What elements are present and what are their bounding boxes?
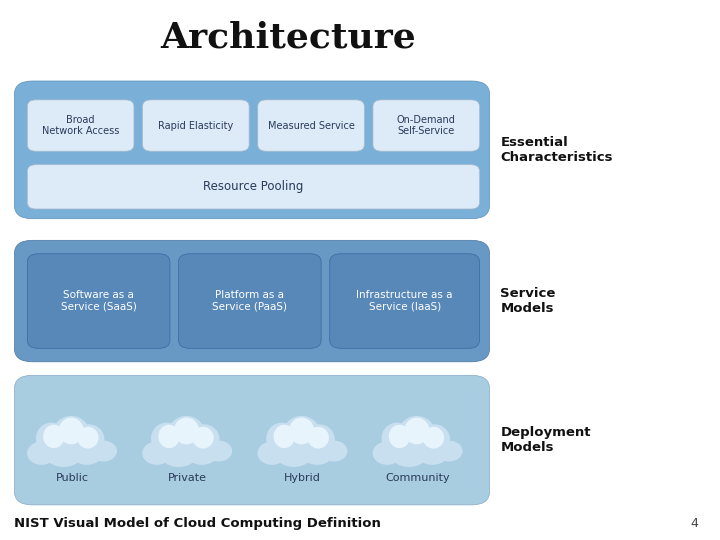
Text: Software as a
Service (SaaS): Software as a Service (SaaS) (60, 291, 137, 312)
Ellipse shape (36, 423, 67, 455)
FancyBboxPatch shape (14, 375, 490, 505)
Text: Resource Pooling: Resource Pooling (203, 180, 304, 193)
Ellipse shape (143, 441, 171, 465)
FancyBboxPatch shape (179, 254, 321, 348)
Ellipse shape (161, 442, 197, 467)
Ellipse shape (373, 441, 402, 465)
Ellipse shape (320, 441, 348, 462)
Text: Private: Private (168, 473, 207, 483)
Ellipse shape (186, 441, 218, 465)
FancyBboxPatch shape (330, 254, 480, 348)
Text: Essential
Characteristics: Essential Characteristics (500, 136, 613, 164)
FancyBboxPatch shape (14, 81, 490, 219)
FancyBboxPatch shape (27, 165, 480, 209)
Ellipse shape (382, 423, 413, 455)
Ellipse shape (391, 442, 428, 467)
Text: Infrastructure as a
Service (IaaS): Infrastructure as a Service (IaaS) (356, 291, 453, 312)
Text: Public: Public (55, 473, 89, 483)
Text: Hybrid: Hybrid (284, 473, 321, 483)
Ellipse shape (158, 424, 180, 448)
Text: Broad
Network Access: Broad Network Access (42, 115, 120, 137)
Ellipse shape (58, 417, 84, 444)
FancyBboxPatch shape (373, 100, 480, 151)
Ellipse shape (289, 417, 314, 444)
Text: Deployment
Models: Deployment Models (500, 426, 591, 454)
FancyBboxPatch shape (27, 254, 170, 348)
Ellipse shape (307, 427, 329, 449)
Ellipse shape (274, 424, 295, 448)
Ellipse shape (283, 416, 320, 451)
FancyBboxPatch shape (14, 240, 490, 362)
Ellipse shape (73, 424, 104, 455)
Text: 4: 4 (690, 517, 698, 530)
Ellipse shape (43, 424, 65, 448)
Ellipse shape (27, 441, 56, 465)
Ellipse shape (436, 441, 462, 462)
Ellipse shape (258, 441, 287, 465)
Ellipse shape (192, 427, 214, 449)
Text: Measured Service: Measured Service (268, 120, 354, 131)
Ellipse shape (90, 441, 117, 462)
Ellipse shape (266, 423, 297, 455)
Ellipse shape (205, 441, 232, 462)
Ellipse shape (389, 424, 410, 448)
Ellipse shape (404, 417, 429, 444)
Text: Rapid Elasticity: Rapid Elasticity (158, 120, 233, 131)
FancyBboxPatch shape (27, 100, 134, 151)
Ellipse shape (301, 441, 333, 465)
Text: On-Demand
Self-Service: On-Demand Self-Service (397, 115, 456, 137)
Ellipse shape (423, 427, 444, 449)
Ellipse shape (53, 416, 90, 451)
Ellipse shape (151, 423, 182, 455)
Ellipse shape (77, 427, 99, 449)
Ellipse shape (71, 441, 103, 465)
Text: NIST Visual Model of Cloud Computing Definition: NIST Visual Model of Cloud Computing Def… (14, 517, 382, 530)
Ellipse shape (304, 424, 335, 455)
Ellipse shape (398, 416, 436, 451)
Text: Platform as a
Service (PaaS): Platform as a Service (PaaS) (212, 291, 287, 312)
Ellipse shape (276, 442, 312, 467)
Ellipse shape (45, 442, 82, 467)
Ellipse shape (189, 424, 220, 455)
Text: Architecture: Architecture (160, 21, 416, 55)
Ellipse shape (416, 441, 449, 465)
Ellipse shape (419, 424, 450, 455)
FancyBboxPatch shape (258, 100, 364, 151)
Text: Service
Models: Service Models (500, 287, 556, 315)
FancyBboxPatch shape (143, 100, 249, 151)
Text: Community: Community (385, 473, 450, 483)
Ellipse shape (174, 417, 199, 444)
Ellipse shape (168, 416, 205, 451)
